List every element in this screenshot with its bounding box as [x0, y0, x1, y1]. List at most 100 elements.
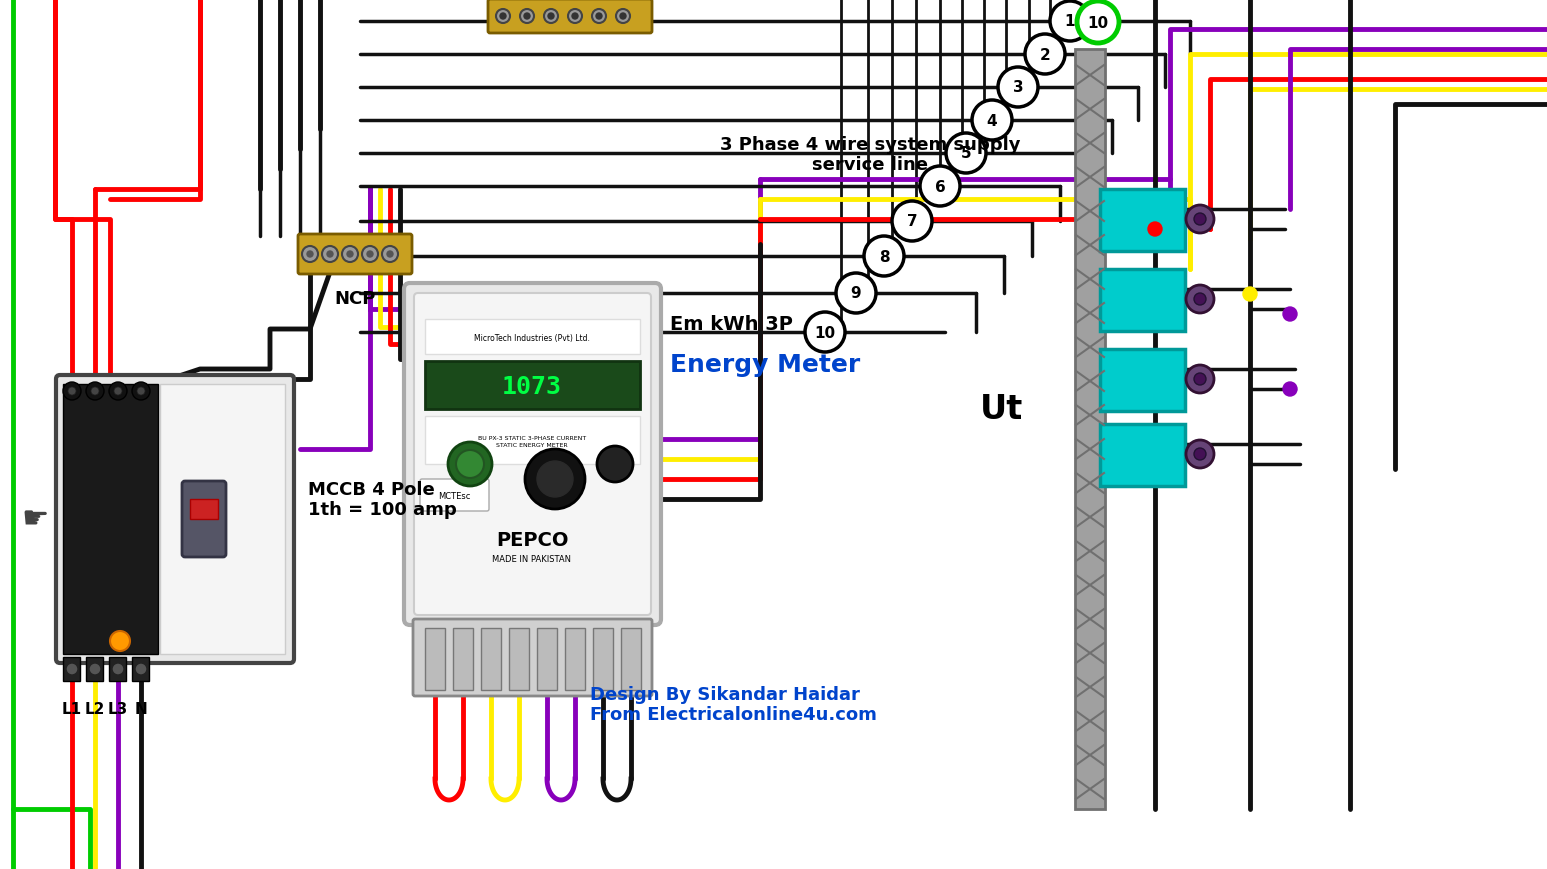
Bar [537, 628, 557, 690]
Bar [509, 628, 529, 690]
Text: 4: 4 [987, 113, 998, 129]
Circle shape [616, 10, 630, 24]
Text: 5: 5 [961, 146, 972, 162]
Circle shape [138, 388, 145, 395]
Bar [159, 385, 285, 654]
Bar [108, 657, 125, 681]
Bar [1100, 425, 1185, 487]
Circle shape [537, 461, 572, 497]
Bar [565, 628, 585, 690]
Bar [190, 500, 218, 520]
Circle shape [1282, 382, 1296, 396]
Circle shape [972, 101, 1012, 141]
Bar [63, 385, 158, 654]
Text: 10: 10 [814, 325, 835, 340]
Circle shape [593, 10, 606, 24]
Circle shape [500, 14, 506, 20]
Bar [87, 657, 104, 681]
Circle shape [111, 663, 124, 675]
FancyBboxPatch shape [415, 294, 651, 615]
FancyBboxPatch shape [56, 375, 294, 663]
Circle shape [362, 247, 377, 262]
Circle shape [456, 450, 484, 479]
Text: 7: 7 [907, 215, 917, 229]
Text: PEPCO: PEPCO [495, 530, 568, 549]
Bar [1100, 189, 1185, 252]
Circle shape [524, 14, 531, 20]
Circle shape [90, 663, 101, 675]
Circle shape [1050, 2, 1091, 42]
Circle shape [620, 14, 627, 20]
Circle shape [998, 68, 1038, 108]
Text: Em kWh 3P: Em kWh 3P [670, 315, 794, 334]
Text: Ut: Ut [979, 393, 1023, 426]
Circle shape [947, 134, 985, 174]
Circle shape [548, 14, 554, 20]
Bar [1100, 269, 1185, 332]
Circle shape [87, 382, 104, 401]
Circle shape [322, 247, 337, 262]
Circle shape [1242, 288, 1258, 302]
Circle shape [1194, 214, 1207, 226]
Text: 6: 6 [934, 179, 945, 195]
Text: 2: 2 [1040, 48, 1050, 63]
Bar [425, 362, 640, 409]
Bar [453, 628, 473, 690]
FancyBboxPatch shape [299, 235, 412, 275]
Text: L1: L1 [62, 701, 82, 716]
Bar [620, 628, 640, 690]
Circle shape [1282, 308, 1296, 322]
FancyBboxPatch shape [419, 480, 489, 512]
Circle shape [1194, 448, 1207, 461]
Text: 1073: 1073 [501, 375, 562, 399]
Bar [425, 416, 640, 464]
Circle shape [1026, 35, 1064, 75]
Circle shape [568, 10, 582, 24]
Circle shape [835, 274, 876, 314]
Circle shape [67, 663, 77, 675]
Circle shape [1077, 2, 1118, 44]
Circle shape [108, 382, 127, 401]
Circle shape [804, 313, 845, 353]
Circle shape [1187, 366, 1214, 394]
Circle shape [382, 247, 398, 262]
Bar [593, 628, 613, 690]
Circle shape [1187, 441, 1214, 468]
Circle shape [449, 442, 492, 487]
Text: Energy Meter: Energy Meter [670, 353, 860, 376]
Bar [425, 320, 640, 355]
Circle shape [893, 202, 931, 242]
Bar [131, 657, 149, 681]
Circle shape [302, 247, 319, 262]
Circle shape [347, 252, 353, 258]
Circle shape [520, 10, 534, 24]
Bar [425, 628, 446, 690]
Text: 1: 1 [1064, 15, 1075, 30]
FancyBboxPatch shape [183, 481, 226, 557]
Circle shape [865, 236, 903, 276]
Text: MADE IN PAKISTAN: MADE IN PAKISTAN [492, 555, 571, 564]
Text: N: N [135, 701, 147, 716]
Circle shape [545, 10, 558, 24]
Circle shape [367, 252, 373, 258]
Circle shape [387, 252, 393, 258]
Circle shape [1194, 294, 1207, 306]
Text: MCTEsc: MCTEsc [438, 492, 470, 501]
Circle shape [596, 14, 602, 20]
Circle shape [114, 388, 122, 395]
Text: 3: 3 [1013, 81, 1023, 96]
Text: NCP: NCP [334, 289, 376, 308]
Bar [63, 657, 80, 681]
Text: 10: 10 [1088, 16, 1109, 30]
Circle shape [1187, 206, 1214, 234]
Bar [481, 628, 501, 690]
Circle shape [306, 252, 312, 258]
Text: L2: L2 [85, 701, 105, 716]
Circle shape [524, 449, 585, 509]
Text: Design By Sikandar Haidar
From Electricalonline4u.com: Design By Sikandar Haidar From Electrica… [589, 685, 877, 724]
Circle shape [63, 382, 80, 401]
Text: MicroTech Industries (Pvt) Ltd.: MicroTech Industries (Pvt) Ltd. [473, 333, 589, 342]
Circle shape [135, 663, 147, 675]
Circle shape [497, 10, 511, 24]
Bar [1100, 349, 1185, 412]
